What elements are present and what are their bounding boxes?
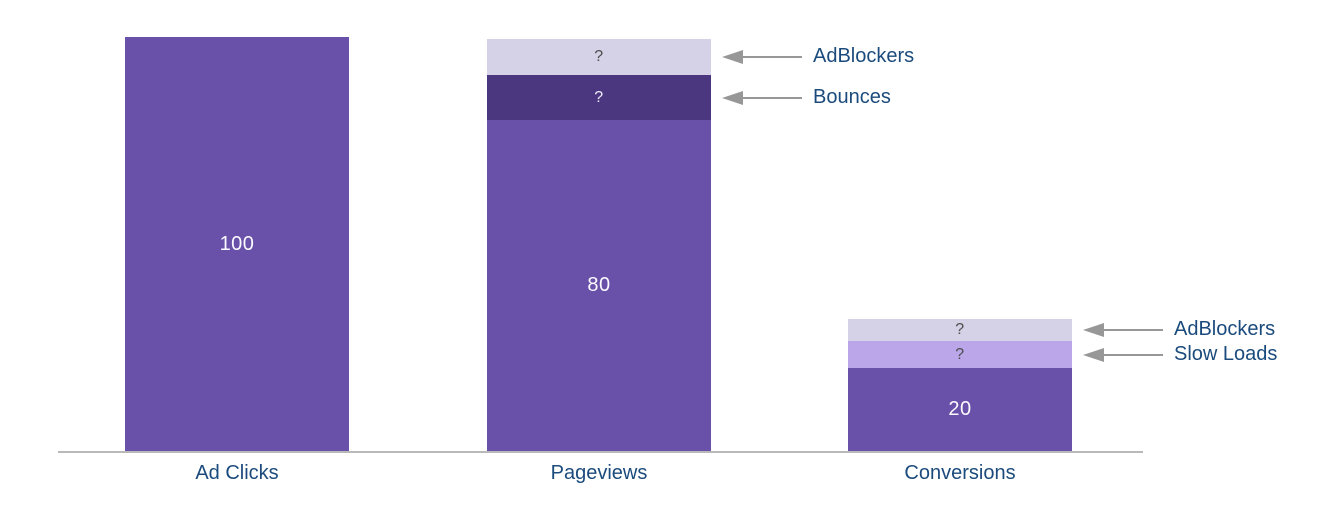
bar-segment-adblockers: ?	[848, 319, 1072, 341]
left-arrow-icon	[1083, 323, 1104, 337]
category-label-ad-clicks: Ad Clicks	[195, 462, 279, 484]
left-arrow-icon	[722, 50, 743, 64]
arrow-shaft	[1102, 354, 1163, 356]
bar-segment-pageviews-total: 80	[487, 120, 711, 451]
annotation-label: AdBlockers	[813, 45, 915, 67]
segment-value-label: ?	[594, 88, 604, 106]
bar-segment-slow-loads: ?	[848, 341, 1072, 368]
left-arrow-icon	[1083, 348, 1104, 362]
segment-value-label: 80	[587, 274, 611, 296]
annotation-label: Bounces	[813, 86, 891, 108]
segment-value-label: ?	[594, 48, 604, 65]
segment-value-label: 20	[948, 398, 972, 420]
bar-segment-adblockers: ?	[487, 39, 711, 75]
x-axis-line	[58, 451, 1143, 453]
arrow-shaft	[1102, 329, 1163, 331]
annotation-label: AdBlockers	[1174, 318, 1276, 340]
category-label-conversions: Conversions	[904, 462, 1016, 484]
category-label-pageviews: Pageviews	[550, 462, 648, 484]
left-arrow-icon	[722, 91, 743, 105]
bar-segment-ad-clicks-total: 100	[125, 37, 349, 451]
segment-value-label: 100	[219, 232, 255, 255]
arrow-shaft	[741, 56, 802, 58]
bar-segment-conversions-total: 20	[848, 368, 1072, 451]
segment-value-label: ?	[955, 321, 965, 338]
arrow-shaft	[741, 97, 802, 99]
segment-value-label: ?	[955, 345, 965, 363]
annotation-label: Slow Loads	[1174, 343, 1278, 365]
bar-segment-bounces: ?	[487, 75, 711, 120]
